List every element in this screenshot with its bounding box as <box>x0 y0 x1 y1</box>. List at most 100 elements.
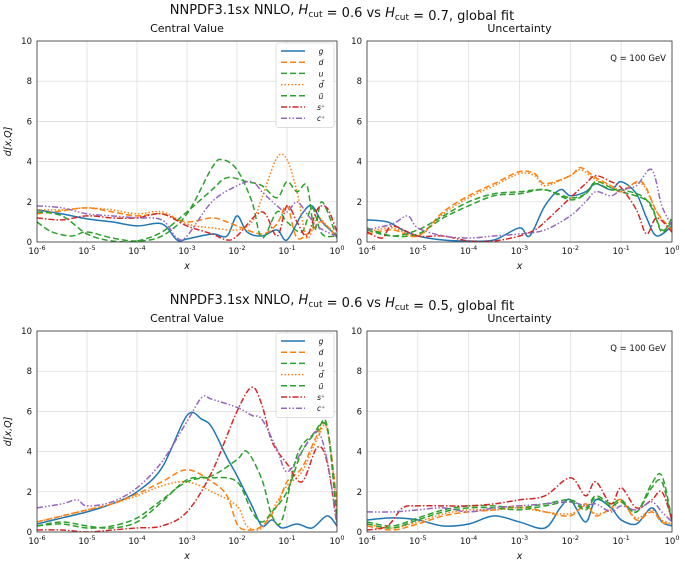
x-tick-label: 10-2 <box>562 534 579 547</box>
y-tick-label: 8 <box>357 77 362 87</box>
y-axis-label: d[x,Q] <box>3 126 14 156</box>
x-tick-label: 100 <box>665 244 680 257</box>
x-tick-label: 10-6 <box>28 534 45 547</box>
series-line-d <box>367 498 672 531</box>
plot-frame <box>36 40 338 243</box>
series-group <box>37 153 337 242</box>
panel-uncertainty: Uncertainty 0 2 4 6 8 10 10-6 10-5 10-4 10-3 10-2 10… <box>351 312 679 562</box>
y-tick-label: 10 <box>351 327 362 337</box>
x-tick-label: 10-3 <box>511 244 528 257</box>
legend-label-cplus: c⁺ <box>317 404 325 413</box>
y-tick-label: 2 <box>27 488 32 498</box>
y-tick-label: 4 <box>27 448 32 458</box>
legend-label-u: u <box>319 359 324 368</box>
y-tick-label: 2 <box>27 198 32 208</box>
y-tick-label: 6 <box>357 407 362 417</box>
y-tick-label: 2 <box>357 198 362 208</box>
y-tick-label: 0 <box>357 238 362 248</box>
x-tick-label: 10-1 <box>278 534 295 547</box>
x-tick-label: 10-6 <box>358 534 375 547</box>
panel-uncertainty: Uncertainty 0 2 4 6 8 10 10-6 10-5 10-4 10-3 10-2 10… <box>351 22 679 272</box>
y-tick-label: 8 <box>27 77 32 87</box>
y-axis-label: d[x,Q] <box>3 416 14 446</box>
x-tick-label: 10-5 <box>78 534 95 547</box>
series-line-cplus <box>367 501 672 523</box>
panel-title: Central Value <box>150 312 224 325</box>
series-line-splus <box>37 204 337 241</box>
series-group <box>37 386 337 532</box>
legend: gdu d̄ ū s⁺ c⁺ <box>275 332 335 418</box>
x-tick-label: 10-2 <box>562 244 579 257</box>
x-tick-label: 10-4 <box>460 244 477 257</box>
series-line-u <box>37 421 337 529</box>
x-tick-label: 10-1 <box>613 244 630 257</box>
y-tick-label: 6 <box>27 407 32 417</box>
series-line-cplus <box>37 180 337 241</box>
legend-label-dbar: d̄ <box>319 370 326 379</box>
series-line-dbar <box>367 500 672 529</box>
panel-central-value: Central Value 0 2 4 6 8 10 10-6 10-5 10-4 10-3 10-2… <box>3 312 344 562</box>
legend-label-g: g <box>319 337 324 346</box>
panel-title: Uncertainty <box>487 312 552 325</box>
series-line-ubar <box>367 182 672 237</box>
x-tick-label: 100 <box>330 244 345 257</box>
series-line-cplus <box>367 168 672 239</box>
x-tick-label: 10-6 <box>28 244 45 257</box>
legend-label-ubar: ū <box>319 382 324 391</box>
y-tick-label: 6 <box>357 117 362 127</box>
legend-label-g: g <box>319 47 324 56</box>
y-tick-label: 8 <box>27 367 32 377</box>
x-tick-label: 10-5 <box>409 244 426 257</box>
y-tick-label: 4 <box>357 158 362 168</box>
x-tick-label: 10-4 <box>128 244 145 257</box>
x-tick-label: 10-3 <box>511 534 528 547</box>
panel-central-value: Central Value 0 2 4 6 8 10 10-6 10-5 10-4 10-3 10-2… <box>3 22 344 272</box>
y-tick-label: 8 <box>357 367 362 377</box>
legend-label-ubar: ū <box>319 92 324 101</box>
legend-label-u: u <box>319 69 324 78</box>
gridlines <box>366 40 673 243</box>
x-tick-label: 100 <box>330 534 345 547</box>
y-tick-label: 2 <box>357 488 362 498</box>
legend-label-splus: s⁺ <box>317 103 325 112</box>
x-tick-label: 10-4 <box>460 534 477 547</box>
y-tick-label: 10 <box>351 37 362 47</box>
x-axis-label: x <box>183 551 190 562</box>
y-tick-label: 0 <box>27 528 32 538</box>
figure-row-2: NNPDF3.1sx NNLO, Hcut = 0.6 vs Hcut = 0.… <box>3 293 679 562</box>
panel-title: Uncertainty <box>487 22 552 35</box>
figure-suptitle: NNPDF3.1sx NNLO, Hcut = 0.6 vs Hcut = 0.… <box>170 293 514 314</box>
y-tick-label: 10 <box>21 327 32 337</box>
y-tick-label: 4 <box>357 448 362 458</box>
x-tick-label: 10-6 <box>358 244 375 257</box>
plot-frame <box>366 330 673 533</box>
y-tick-label: 10 <box>21 37 32 47</box>
x-tick-label: 10-5 <box>78 244 95 257</box>
x-tick-label: 10-3 <box>178 534 195 547</box>
figure-suptitle: NNPDF3.1sx NNLO, Hcut = 0.6 vs Hcut = 0.… <box>170 3 514 24</box>
series-line-splus <box>367 174 672 242</box>
figure-row-1: NNPDF3.1sx NNLO, Hcut = 0.6 vs Hcut = 0.… <box>3 3 679 272</box>
series-line-splus <box>367 476 672 531</box>
x-tick-label: 10-2 <box>228 534 245 547</box>
x-tick-label: 10-1 <box>278 244 295 257</box>
legend-label-cplus: c⁺ <box>317 114 325 123</box>
legend-label-d: d <box>319 58 324 67</box>
x-axis-label: x <box>516 261 523 272</box>
y-tick-label: 6 <box>27 117 32 127</box>
series-line-u <box>367 472 672 527</box>
plot-frame <box>366 40 673 243</box>
plot-frame <box>36 330 338 533</box>
y-tick-label: 0 <box>27 238 32 248</box>
series-line-cplus <box>37 395 337 525</box>
series-group <box>367 166 672 242</box>
x-tick-label: 100 <box>665 534 680 547</box>
legend-label-splus: s⁺ <box>317 393 325 402</box>
series-line-d <box>37 422 337 531</box>
q-annotation: Q = 100 GeV <box>610 344 666 354</box>
series-line-d <box>37 204 337 240</box>
legend-label-d: d <box>319 348 324 357</box>
y-tick-label: 4 <box>27 158 32 168</box>
series-line-dbar <box>37 424 337 531</box>
